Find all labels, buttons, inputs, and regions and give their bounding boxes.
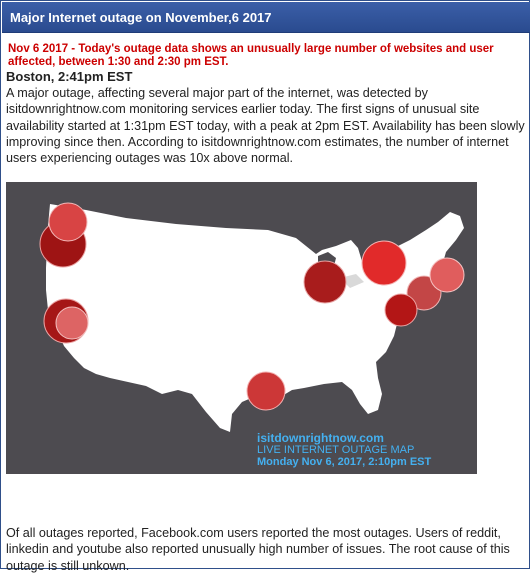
outage-alert-text: Nov 6 2017 - Today's outage data shows a… xyxy=(8,43,494,68)
article-lead-paragraph: A major outage, affecting several major … xyxy=(6,86,525,166)
map-brand: isitdownrightnow.com xyxy=(257,431,384,445)
article-footer-paragraph: Of all outages reported, Facebook.com us… xyxy=(6,526,510,573)
outage-markers xyxy=(39,202,465,411)
outage-marker-houston xyxy=(246,371,286,411)
outage-marker-chicago xyxy=(303,260,347,304)
dateline: Boston, 2:41pm EST xyxy=(6,69,133,84)
outage-marker-boston xyxy=(429,257,465,293)
outage-marker-sanjose xyxy=(55,306,89,340)
outage-marker-seattle xyxy=(48,202,88,242)
outage-map: isitdownrightnow.com LIVE INTERNET OUTAG… xyxy=(6,182,477,474)
usa-landmass xyxy=(46,204,464,432)
outage-marker-detroit xyxy=(361,240,407,286)
map-watermark: isitdownrightnow.com LIVE INTERNET OUTAG… xyxy=(257,432,467,468)
map-caption: LIVE INTERNET OUTAGE MAP xyxy=(257,444,415,456)
usa-map-image xyxy=(39,202,465,432)
panel-title: Major Internet outage on November,6 2017 xyxy=(10,10,272,25)
outage-marker-washington xyxy=(384,293,418,327)
title-bar: Major Internet outage on November,6 2017 xyxy=(2,2,530,33)
map-timestamp: Monday Nov 6, 2017, 2:10pm EST xyxy=(257,456,432,468)
